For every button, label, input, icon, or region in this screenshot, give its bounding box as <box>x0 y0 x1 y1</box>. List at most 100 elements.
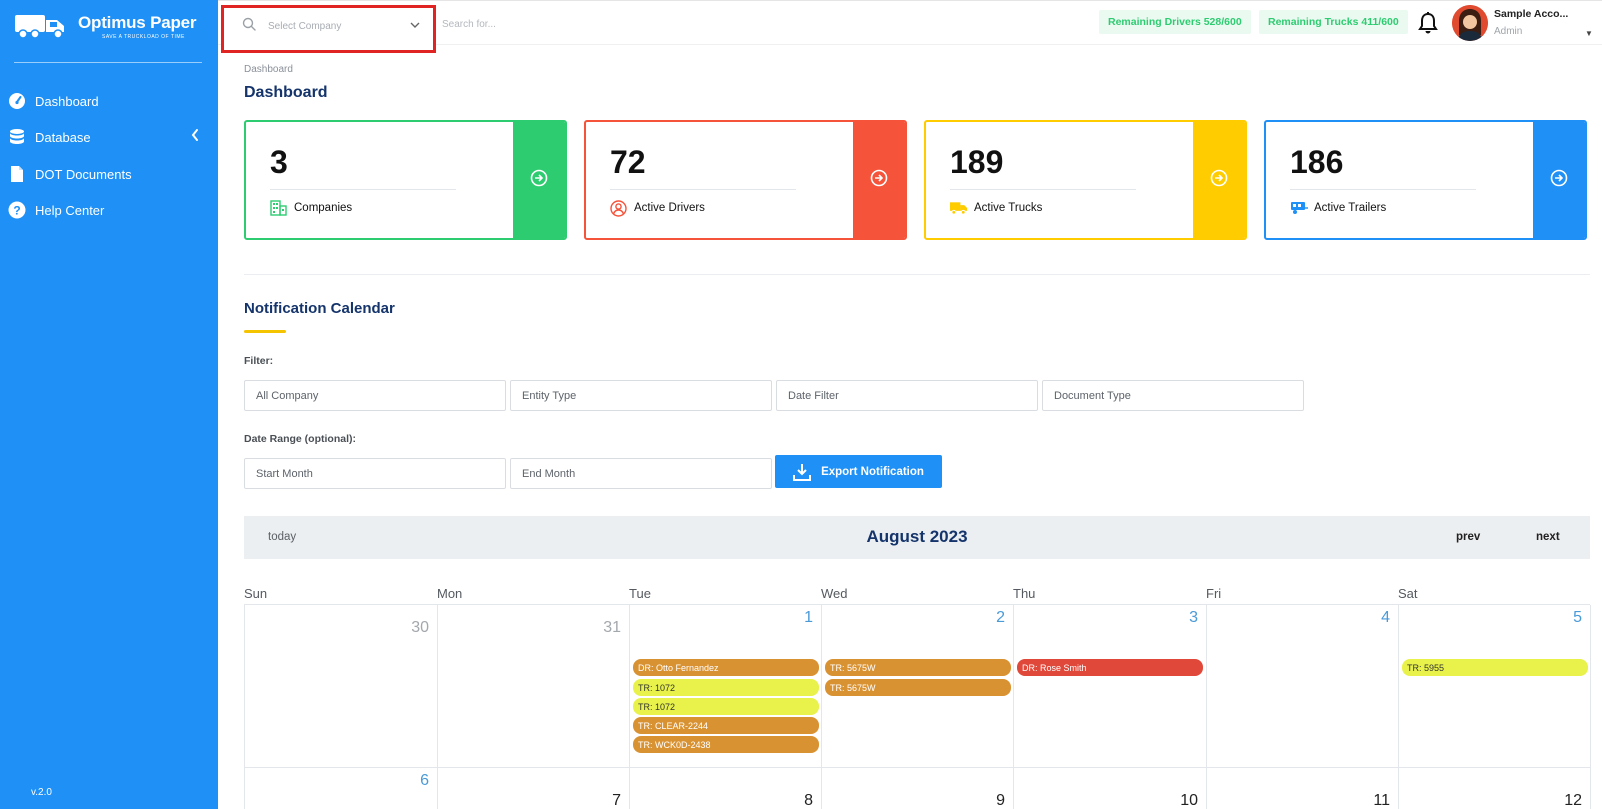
card-value: 186 <box>1290 144 1344 180</box>
calendar-prev-button[interactable]: prev <box>1456 531 1481 543</box>
end-month-field[interactable] <box>510 458 772 489</box>
calendar-day-cell[interactable]: 9 <box>822 768 1014 809</box>
export-notification-button[interactable]: Export Notification <box>775 455 942 488</box>
card-value: 189 <box>950 144 1004 180</box>
calendar-day-cell[interactable]: 31 <box>438 605 630 768</box>
calendar-event[interactable]: TR: 1072 <box>633 698 819 715</box>
calendar-event[interactable]: TR: 5675W <box>825 679 1011 696</box>
truck-icon <box>950 200 968 216</box>
caret-down-icon[interactable]: ▼ <box>1585 29 1593 38</box>
sidebar-item-label: Help Center <box>35 202 105 218</box>
calendar-day-cell[interactable]: 8 <box>630 768 822 809</box>
sidebar-item-database[interactable]: Database <box>8 125 208 149</box>
arrow-right-circle-icon <box>1210 169 1228 192</box>
account-name[interactable]: Sample Acco... <box>1494 8 1569 20</box>
active-drivers-card[interactable]: 72 Active Drivers <box>584 120 907 240</box>
filter-document-type-select[interactable] <box>1042 380 1304 411</box>
filter-company-input[interactable] <box>245 381 505 410</box>
weekday-header: Mon <box>437 586 463 601</box>
calendar-event[interactable]: TR: 5675W <box>825 659 1011 676</box>
day-number[interactable]: 8 <box>804 792 813 809</box>
topbar: Select Company Remaining Drivers 528/600… <box>218 0 1602 53</box>
active-trailers-card-arrow-button[interactable] <box>1533 122 1585 238</box>
remaining-drivers-badge: Remaining Drivers 528/600 <box>1099 10 1251 34</box>
sidebar-item-dashboard[interactable]: Dashboard <box>8 89 208 113</box>
avatar[interactable] <box>1452 5 1488 41</box>
day-number[interactable]: 5 <box>1573 609 1582 626</box>
day-number[interactable]: 11 <box>1373 792 1390 809</box>
card-label: Active Trucks <box>974 202 1043 214</box>
companies-card-arrow-button[interactable] <box>513 122 565 238</box>
sidebar-item-dot-documents[interactable]: DOT Documents <box>8 162 208 186</box>
filter-document-type-input[interactable] <box>1043 381 1303 410</box>
day-number[interactable]: 1 <box>804 609 813 626</box>
company-select[interactable]: Select Company <box>221 5 436 53</box>
download-icon <box>793 463 812 481</box>
start-month-field[interactable] <box>244 458 506 489</box>
start-month-input[interactable] <box>245 459 505 488</box>
calendar-day-cell[interactable]: 10 <box>1014 768 1207 809</box>
arrow-right-circle-icon <box>870 169 888 192</box>
active-trailers-card[interactable]: 186 Active Trailers <box>1264 120 1587 240</box>
calendar-day-cell[interactable]: 11 <box>1207 768 1399 809</box>
calendar-day-cell[interactable]: 6 <box>245 768 438 809</box>
end-month-input[interactable] <box>511 459 771 488</box>
filter-entity-type-input[interactable] <box>511 381 771 410</box>
brand-logo[interactable]: Optimus Paper SAVE A TRUCKLOAD OF TIME <box>14 12 197 40</box>
day-number[interactable]: 10 <box>1180 792 1198 809</box>
calendar-event[interactable]: TR: WCK0D-2438 <box>633 736 819 753</box>
filter-entity-type-select[interactable] <box>510 380 772 411</box>
arrow-right-circle-icon <box>530 169 548 192</box>
calendar-event[interactable]: DR: Otto Fernandez <box>633 659 819 676</box>
svg-text:?: ? <box>13 204 20 218</box>
calendar-day-cell[interactable]: 2 TR: 5675W TR: 5675W <box>822 605 1014 768</box>
day-number[interactable]: 3 <box>1189 609 1198 626</box>
document-icon <box>8 165 26 183</box>
calendar-event[interactable]: DR: Rose Smith <box>1017 659 1203 676</box>
filter-company-select[interactable] <box>244 380 506 411</box>
day-number: 30 <box>411 619 429 636</box>
day-number[interactable]: 2 <box>996 609 1005 626</box>
calendar-day-cell[interactable]: 7 <box>438 768 630 809</box>
calendar-day-cell[interactable]: 12 <box>1399 768 1591 809</box>
day-number[interactable]: 9 <box>996 792 1005 809</box>
page-title: Dashboard <box>244 84 328 101</box>
active-drivers-card-arrow-button[interactable] <box>853 122 905 238</box>
filter-date-select[interactable] <box>776 380 1038 411</box>
calendar-next-button[interactable]: next <box>1536 531 1560 543</box>
active-trucks-card-arrow-button[interactable] <box>1193 122 1245 238</box>
calendar-day-cell[interactable]: 3 DR: Rose Smith <box>1014 605 1207 768</box>
card-divider <box>1290 189 1476 190</box>
companies-card[interactable]: 3 Companies <box>244 120 567 240</box>
company-select-placeholder: Select Company <box>268 21 342 32</box>
day-number[interactable]: 4 <box>1381 609 1390 626</box>
app-version: v.2.0 <box>31 787 52 798</box>
breadcrumb[interactable]: Dashboard <box>244 64 293 75</box>
search-input[interactable] <box>442 15 642 33</box>
weekday-header: Sat <box>1398 586 1418 601</box>
sidebar-item-help-center[interactable]: ? Help Center <box>8 198 208 222</box>
calendar-day-cell[interactable]: 30 <box>245 605 438 768</box>
calendar-event[interactable]: TR: 5955 <box>1402 659 1588 676</box>
calendar-day-cell[interactable]: 1 DR: Otto Fernandez TR: 1072 TR: 1072 T… <box>630 605 822 768</box>
card-divider <box>610 189 796 190</box>
weekday-header: Tue <box>629 586 651 601</box>
calendar-day-cell[interactable]: 4 <box>1207 605 1399 768</box>
day-number[interactable]: 7 <box>612 792 621 809</box>
filter-date-input[interactable] <box>777 381 1037 410</box>
calendar-today-button[interactable]: today <box>268 531 297 543</box>
day-number: 31 <box>603 619 621 636</box>
day-number[interactable]: 12 <box>1564 792 1582 809</box>
chevron-left-icon[interactable] <box>190 128 200 145</box>
trailer-icon <box>1290 200 1308 216</box>
active-trucks-card[interactable]: 189 Active Trucks <box>924 120 1247 240</box>
calendar-day-cell[interactable]: 5 TR: 5955 <box>1399 605 1591 768</box>
remaining-trucks-badge: Remaining Trucks 411/600 <box>1259 10 1408 34</box>
weekday-header: Sun <box>244 586 268 601</box>
sidebar-item-label: DOT Documents <box>35 166 132 182</box>
bell-icon[interactable] <box>1417 11 1439 40</box>
calendar-event[interactable]: TR: 1072 <box>633 679 819 696</box>
day-number[interactable]: 6 <box>420 772 429 789</box>
calendar-event[interactable]: TR: CLEAR-2244 <box>633 717 819 734</box>
